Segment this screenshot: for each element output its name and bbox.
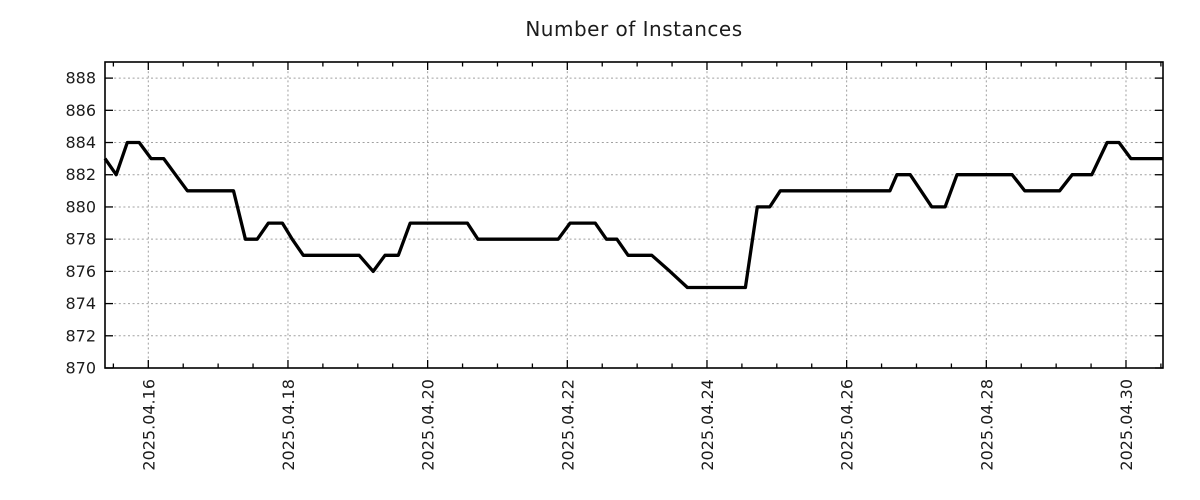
y-tick-label: 876: [65, 262, 96, 281]
y-tick-label: 886: [65, 101, 96, 120]
plot-border: [104, 61, 1164, 369]
y-tick-label: 870: [65, 359, 96, 378]
x-tick-label: 2025.04.16: [139, 379, 158, 471]
x-tick-label: 2025.04.26: [838, 379, 857, 471]
x-tick-label: 2025.04.28: [977, 379, 996, 471]
x-tick-label: 2025.04.20: [419, 379, 438, 471]
x-tick-label: 2025.04.22: [558, 379, 577, 471]
y-tick-label: 872: [65, 326, 96, 345]
x-tick-label: 2025.04.30: [1117, 379, 1136, 471]
chart-title: Number of Instances: [525, 17, 743, 41]
y-tick-label: 874: [65, 294, 96, 313]
y-tick-label: 880: [65, 197, 96, 216]
y-tick-label: 878: [65, 230, 96, 249]
data-line-instances: [103, 140, 1163, 290]
y-tick-label: 888: [65, 69, 96, 88]
y-tick-label: 884: [65, 133, 96, 152]
x-tick-label: 2025.04.24: [698, 379, 717, 471]
y-tick-label: 882: [65, 165, 96, 184]
x-tick-label: 2025.04.18: [279, 379, 298, 471]
